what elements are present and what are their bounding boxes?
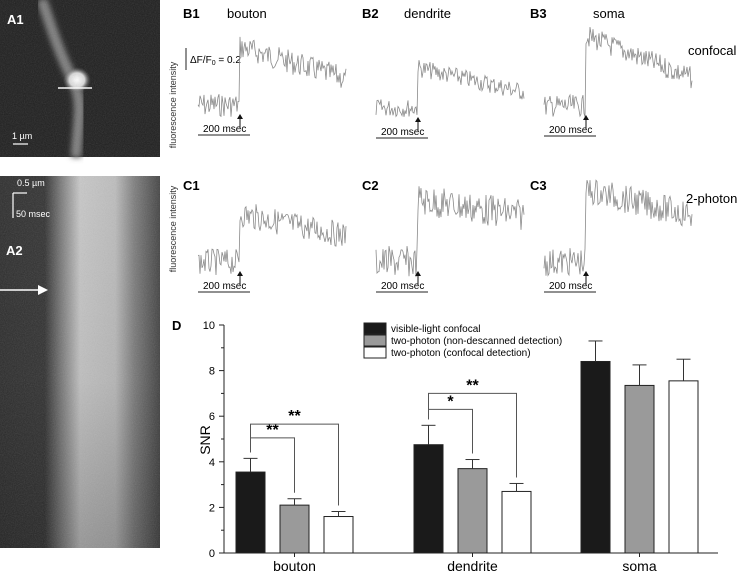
panel-label-b2: B2: [362, 6, 379, 21]
fluorescence-trace: [543, 26, 693, 118]
y-tick-label: 6: [209, 411, 215, 423]
scale-space-label: 0.5 µm: [17, 178, 45, 188]
arrow-up-icon: [237, 271, 243, 276]
bar: [323, 516, 354, 554]
time-scale-label: 200 msec: [549, 125, 592, 136]
legend-label: two-photon (non-descanned detection): [391, 336, 562, 347]
bars: [235, 340, 699, 557]
panel-label-a2: A2: [6, 243, 23, 258]
panel-label-c2: C2: [362, 178, 379, 193]
panel-title-dendrite: dendrite: [404, 6, 451, 21]
fluorescence-trace: [375, 186, 525, 278]
row-label-2photon: 2-photon: [686, 191, 737, 206]
legend-label: two-photon (confocal detection): [391, 348, 531, 359]
panel-a1-image: A1 1 µm: [0, 0, 160, 158]
x-tick-label: soma: [622, 558, 656, 574]
panel-title-bouton: bouton: [227, 6, 267, 21]
legend-swatch: [363, 334, 387, 347]
legend-label: visible-light confocal: [391, 324, 481, 335]
trace-panel: 200 msec: [543, 179, 693, 293]
bar: [668, 380, 699, 554]
row-label-confocal: confocal: [688, 43, 737, 58]
x-tick-label: dendrite: [447, 558, 498, 574]
significance-label: *: [447, 393, 454, 410]
fluorescence-trace: [543, 179, 693, 277]
arrow-up-icon: [237, 114, 243, 119]
panel-label-c3: C3: [530, 178, 547, 193]
bar: [580, 360, 611, 554]
y-tick-label: 10: [203, 320, 215, 332]
panel-label-a1: A1: [7, 12, 24, 27]
legend-swatch: [363, 346, 387, 359]
time-scale-label: 200 msec: [381, 127, 424, 138]
time-scale-label: 200 msec: [381, 281, 424, 292]
x-tick-label: bouton: [273, 558, 316, 574]
panel-label-d: D: [172, 318, 181, 333]
y-tick-label: 8: [209, 366, 215, 378]
bar: [235, 471, 266, 554]
trace-panel: 200 msec: [197, 204, 347, 293]
fluorescence-trace: [375, 60, 525, 118]
time-scale-label: 200 msec: [549, 281, 592, 292]
arrow-up-icon: [415, 117, 421, 122]
y-tick-label: 0: [209, 548, 215, 560]
significance-bracket: [428, 392, 517, 478]
significance-bracket: [250, 423, 339, 506]
scale-bar-label: 1 µm: [12, 131, 32, 141]
ylabel-2photon-row: fluorescence intensity: [168, 185, 178, 272]
scale-time-label: 50 msec: [16, 209, 51, 219]
trace-panel: 200 msec: [375, 60, 525, 139]
y-axis-label: SNR: [197, 425, 213, 455]
ylabel-confocal-row: fluorescence intensity: [168, 61, 178, 148]
significance-label: **: [266, 422, 279, 439]
fluorescence-trace: [197, 36, 347, 118]
amplitude-scale-label: ΔF/F0 = 0.2: [190, 55, 241, 67]
time-scale-label: 200 msec: [203, 281, 246, 292]
arrow-head-icon: [38, 285, 48, 295]
bar: [413, 444, 444, 554]
panel-a2-image: 0.5 µm 50 msec A2: [0, 176, 160, 548]
bar: [279, 504, 310, 554]
significance-label: **: [288, 408, 301, 425]
legend-swatch: [363, 322, 387, 335]
y-tick-label: 2: [209, 502, 215, 514]
trace-panel: 200 msec: [543, 26, 693, 137]
y-tick-label: 4: [209, 457, 215, 469]
panel-title-soma: soma: [593, 6, 626, 21]
x-axis-labels: bouton dendrite soma: [273, 558, 657, 574]
arrow-up-icon: [415, 271, 421, 276]
time-scale-label: 200 msec: [203, 124, 246, 135]
bar: [501, 490, 532, 554]
panel-label-b3: B3: [530, 6, 547, 21]
panel-label-c1: C1: [183, 178, 200, 193]
panel-label-b1: B1: [183, 6, 200, 21]
trace-panel: 200 msec: [197, 36, 347, 136]
trace-panel: 200 msec: [375, 186, 525, 293]
significance-label: **: [466, 377, 479, 394]
fluorescence-traces: 200 msec 200 msec 200 msec 200 msec 200 msec…: [197, 26, 693, 293]
bar: [624, 384, 655, 554]
arrow-up-icon: [583, 115, 589, 120]
significance-brackets: *******: [250, 377, 517, 506]
bar: [457, 468, 488, 554]
arrow-up-icon: [583, 271, 589, 276]
fluorescence-trace: [197, 204, 347, 276]
